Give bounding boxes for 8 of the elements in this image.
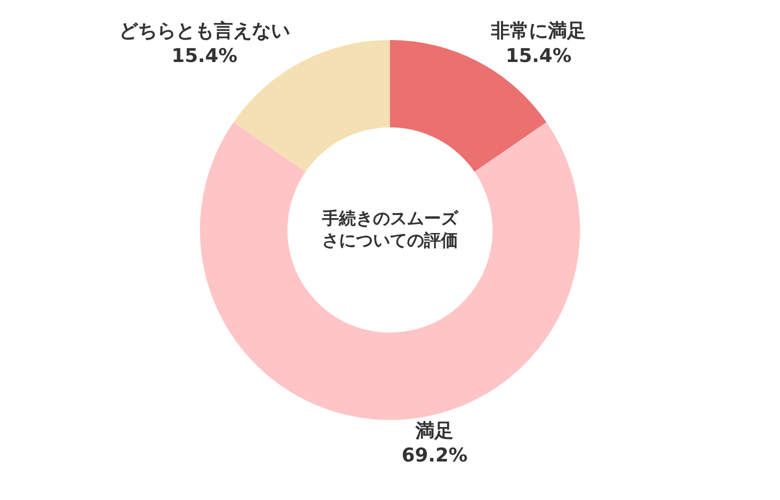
data-label: 69.2% bbox=[402, 444, 468, 467]
text: 手続きのスムーズさについての評価 bbox=[321, 209, 459, 252]
data-label: 15.4% bbox=[506, 44, 572, 67]
slice-label: 満足 bbox=[414, 420, 454, 442]
donut-slice bbox=[200, 122, 580, 420]
data-label: 15.4% bbox=[171, 44, 238, 67]
slice-label: 非常に満足 bbox=[490, 20, 586, 42]
slice-label: どちらとも言えない bbox=[118, 20, 290, 42]
